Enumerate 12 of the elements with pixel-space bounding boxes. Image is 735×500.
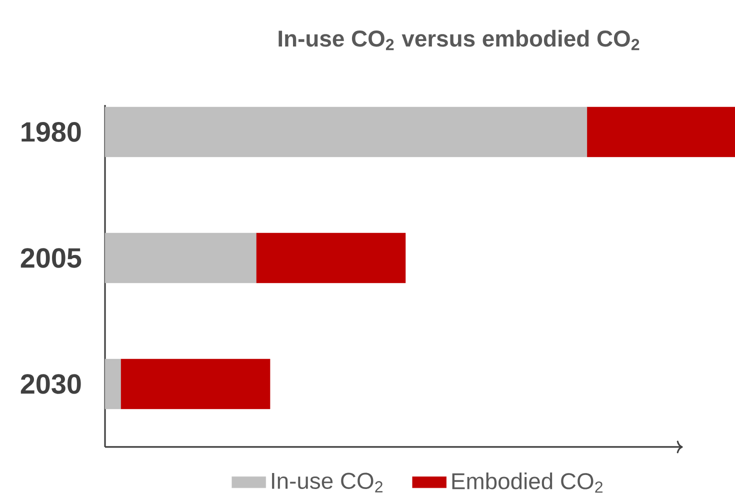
bar	[104, 232, 256, 284]
bar	[104, 358, 121, 410]
chart-title: In-use CO$_{2}$ versus embodied CO$_{2}$	[278, 30, 640, 50]
bar	[120, 358, 270, 410]
bar	[586, 106, 735, 158]
y-tick-label: 1980	[22, 122, 81, 142]
legend-label: In-use CO$_{2}$	[272, 472, 382, 492]
bar	[256, 232, 406, 284]
y-tick-label: 2005	[20, 248, 82, 268]
legend-label: Embodied CO$_{2}$	[452, 472, 603, 493]
y-tick-label: 2030	[20, 374, 81, 394]
bar	[104, 106, 588, 158]
